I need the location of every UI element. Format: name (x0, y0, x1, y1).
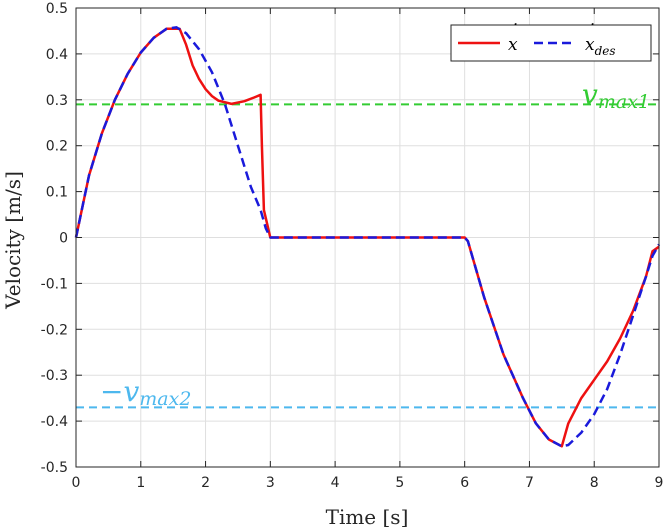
y-tick-label: -0.4 (41, 414, 68, 430)
x-tick-label: 4 (331, 475, 340, 491)
annotation-vmax1-symbol: v (582, 78, 598, 111)
reference-lines (76, 103, 659, 409)
legend: ˙ x ˙ xdes (450, 21, 652, 62)
x-tick-label: 6 (460, 475, 469, 491)
x-tick-label: 0 (72, 475, 81, 491)
y-axis-label: Velocity [m/s] (1, 171, 25, 310)
series-line-xdes (74, 26, 661, 448)
annotation-vmax1: vmax1 (582, 78, 650, 113)
x-tick-label: 8 (590, 475, 599, 491)
annotation-vmax2-symbol: −v (100, 375, 139, 408)
y-tick-label: 0.4 (46, 47, 68, 63)
y-tick-label: 0.5 (46, 1, 68, 17)
y-tick-label: -0.2 (41, 322, 68, 338)
y-tick-label: -0.3 (41, 368, 68, 384)
legend-label-xdes-subscript: des (595, 44, 616, 58)
axis-ticks: 0 1 2 3 4 5 6 7 8 9 0.5 0.4 0.3 0.2 0.1 0 -0.1 -0.2 -0.3 -0… (41, 1, 664, 491)
y-tick-label: 0 (59, 231, 68, 247)
data-series (74, 26, 661, 448)
y-tick-label: 0.3 (46, 93, 68, 109)
y-tick-label: -0.5 (41, 460, 68, 476)
x-axis-label: Time [s] (326, 505, 409, 529)
annotation-vmax1-subscript: max1 (598, 91, 650, 113)
legend-dot-xdes: ˙ (587, 21, 596, 41)
x-tick-label: 3 (266, 475, 275, 491)
y-tick-label: 0.2 (46, 139, 68, 155)
x-tick-label: 7 (525, 475, 534, 491)
legend-label-xdes: xdes (585, 35, 616, 58)
y-tick-label: 0.1 (46, 185, 68, 201)
annotation-vmax2: −vmax2 (100, 375, 191, 410)
x-tick-label: 1 (136, 475, 145, 491)
annotation-vmax2-subscript: max2 (139, 388, 191, 410)
x-tick-label: 9 (655, 475, 664, 491)
x-tick-label: 2 (201, 475, 210, 491)
x-tick-label: 5 (395, 475, 404, 491)
legend-dot-x: ˙ (510, 21, 519, 41)
y-tick-label: -0.1 (41, 276, 68, 292)
legend-label-xdes-symbol: x (585, 35, 595, 55)
legend-label-x: x (508, 35, 518, 55)
